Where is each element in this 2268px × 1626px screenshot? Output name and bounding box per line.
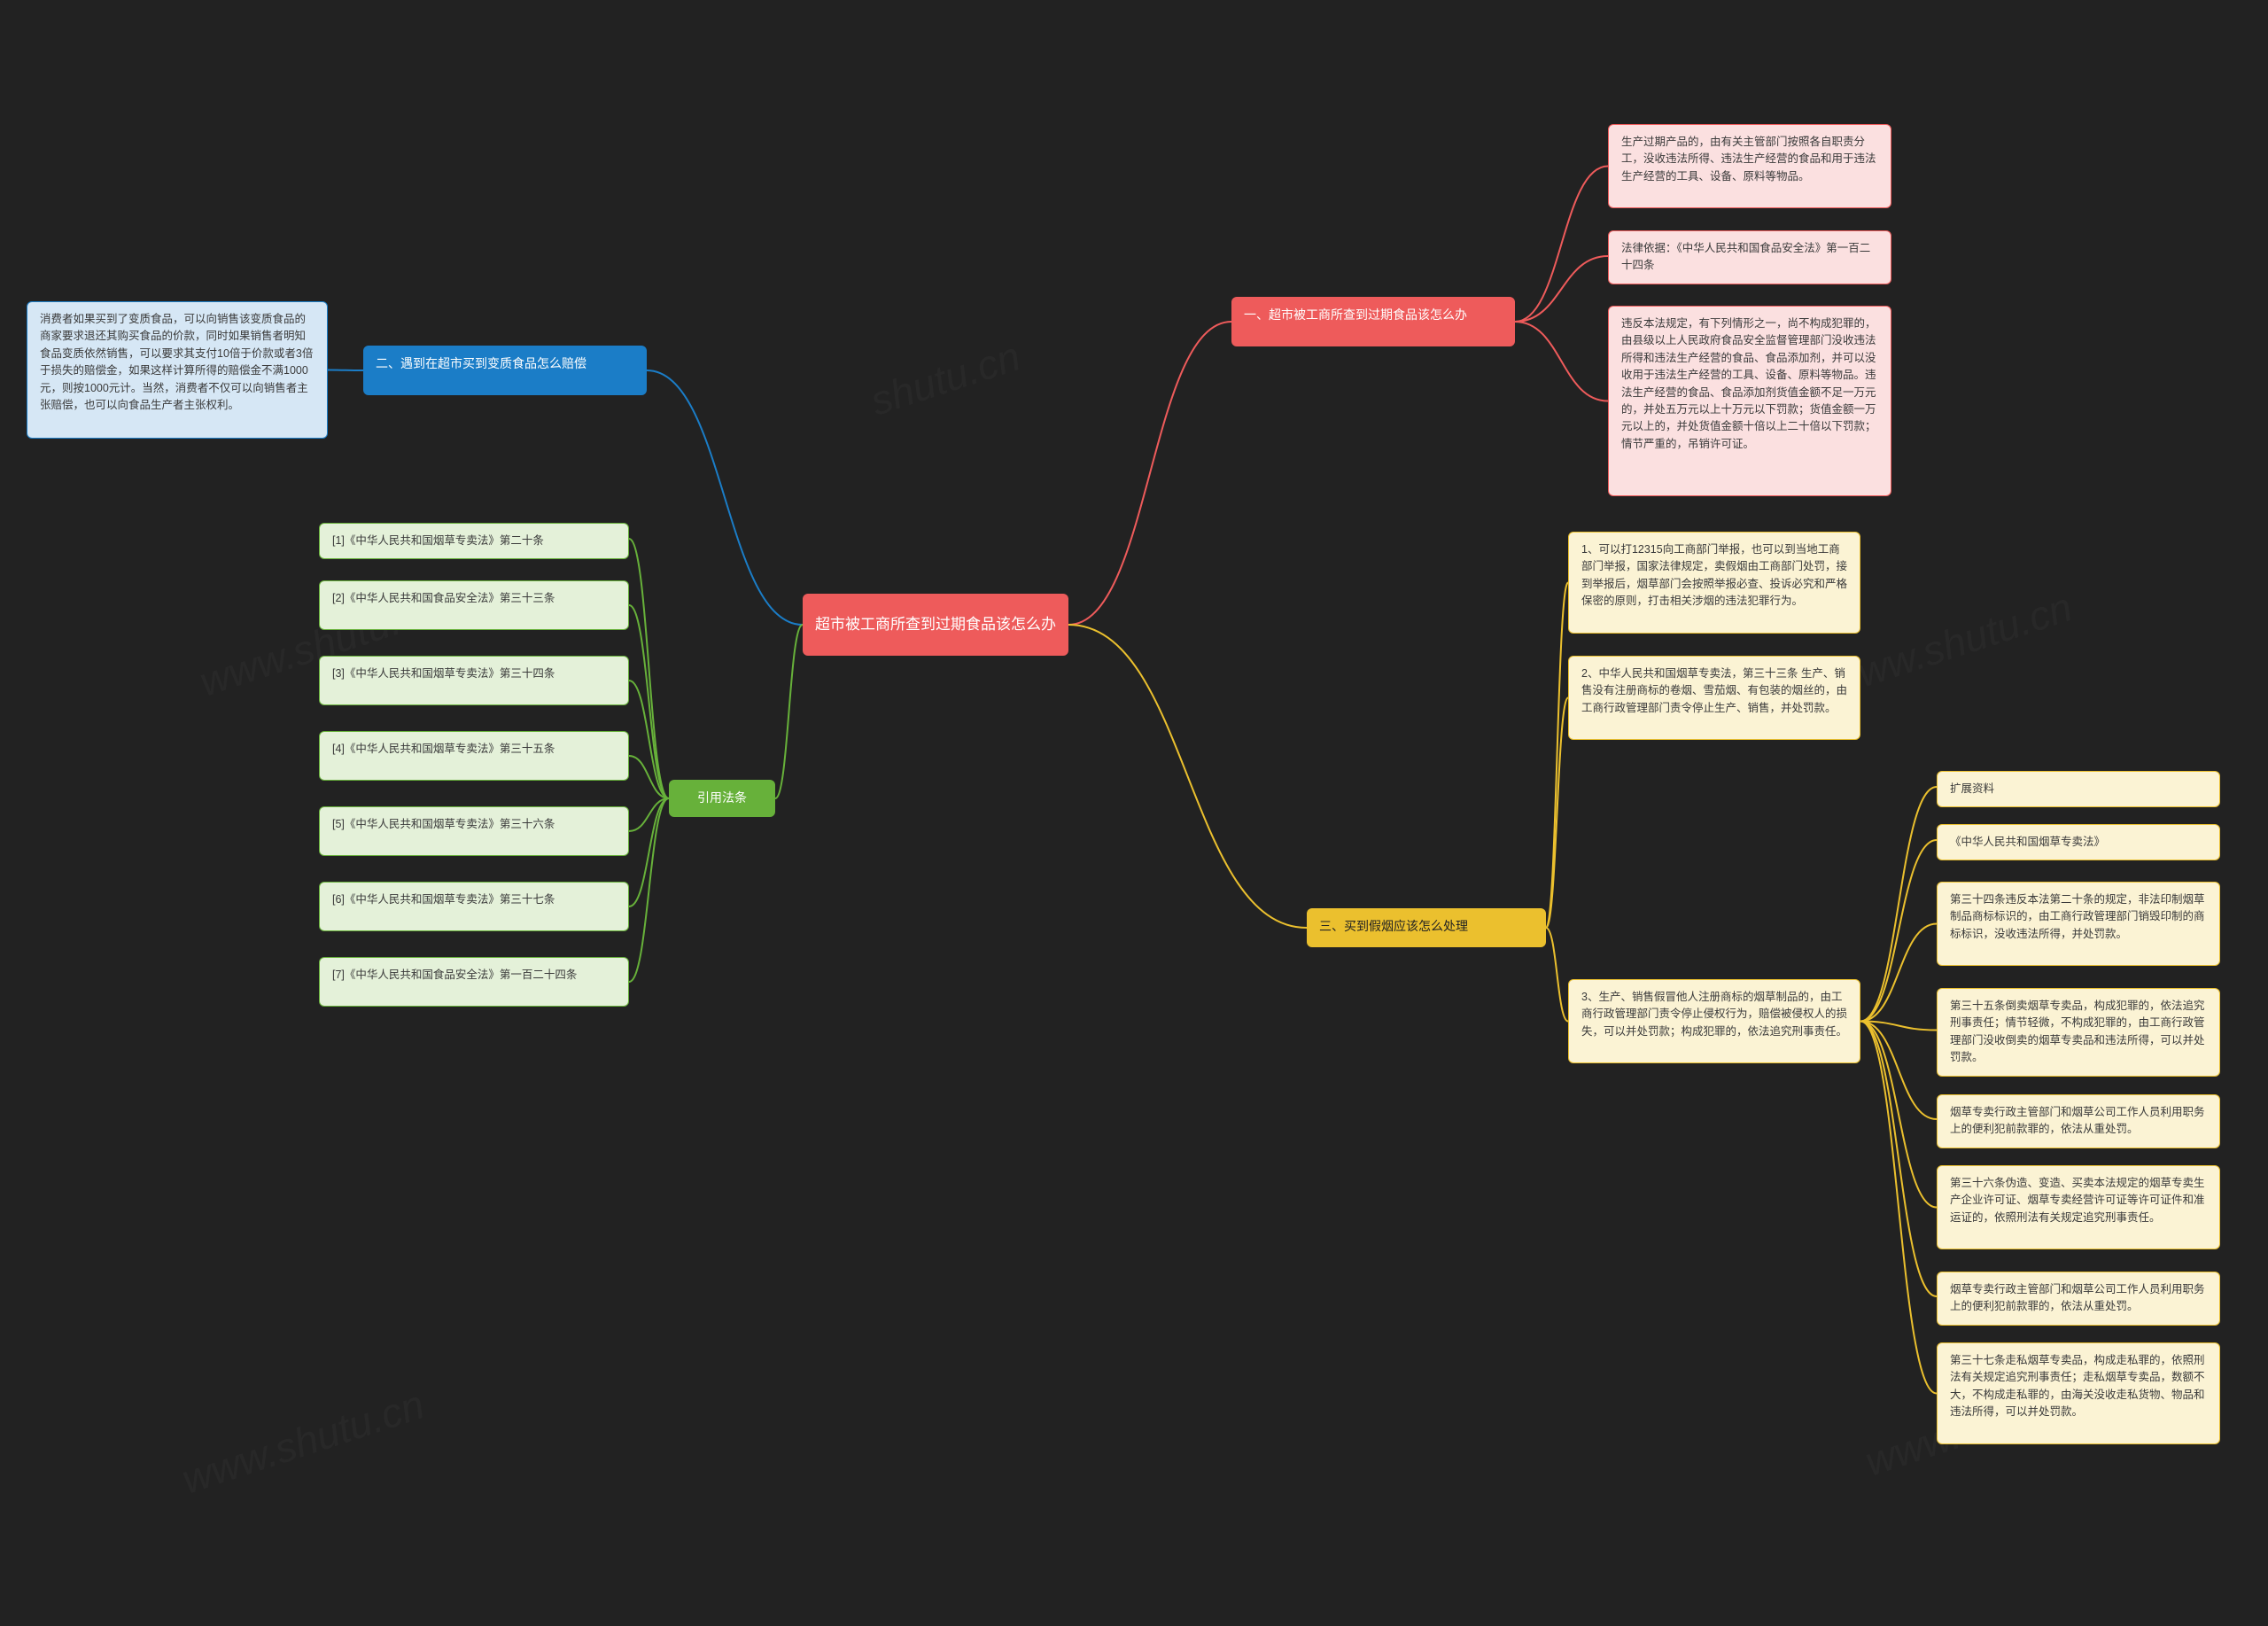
branch-4-subleaf[interactable]: 烟草专卖行政主管部门和烟草公司工作人员利用职务上的便利犯前款罪的，依法从重处罚。: [1937, 1272, 2220, 1326]
branch-2[interactable]: 二、遇到在超市买到变质食品怎么赔偿: [363, 346, 647, 395]
watermark: www.shutu.cn: [176, 1380, 431, 1503]
branch-3-leaf[interactable]: [7]《中华人民共和国食品安全法》第一百二十四条: [319, 957, 629, 1007]
branch-1-leaf[interactable]: 违反本法规定，有下列情形之一，尚不构成犯罪的，由县级以上人民政府食品安全监督管理…: [1608, 306, 1891, 496]
branch-4-subleaf[interactable]: 《中华人民共和国烟草专卖法》: [1937, 824, 2220, 860]
branch-3-leaf[interactable]: [1]《中华人民共和国烟草专卖法》第二十条: [319, 523, 629, 559]
branch-4-subleaf[interactable]: 扩展资料: [1937, 771, 2220, 807]
branch-3[interactable]: 引用法条: [669, 780, 775, 817]
branch-3-leaf[interactable]: [2]《中华人民共和国食品安全法》第三十三条: [319, 580, 629, 630]
branch-3-leaf[interactable]: [4]《中华人民共和国烟草专卖法》第三十五条: [319, 731, 629, 781]
root-node[interactable]: 超市被工商所查到过期食品该怎么办: [803, 594, 1068, 656]
branch-3-leaf[interactable]: [6]《中华人民共和国烟草专卖法》第三十七条: [319, 882, 629, 931]
branch-3-leaf[interactable]: [5]《中华人民共和国烟草专卖法》第三十六条: [319, 806, 629, 856]
branch-3-leaf[interactable]: [3]《中华人民共和国烟草专卖法》第三十四条: [319, 656, 629, 705]
watermark: www.shutu.cn: [1824, 582, 2078, 705]
branch-4-leaf[interactable]: 3、生产、销售假冒他人注册商标的烟草制品的，由工商行政管理部门责令停止侵权行为，…: [1568, 979, 1860, 1063]
branch-1-leaf[interactable]: 法律依据：《中华人民共和国食品安全法》第一百二十四条: [1608, 230, 1891, 284]
branch-2-leaf[interactable]: 消费者如果买到了变质食品，可以向销售该变质食品的商家要求退还其购买食品的价款，同…: [27, 301, 328, 439]
branch-4-subleaf[interactable]: 第三十七条走私烟草专卖品，构成走私罪的，依照刑法有关规定追究刑事责任；走私烟草专…: [1937, 1342, 2220, 1444]
branch-4[interactable]: 三、买到假烟应该怎么处理: [1307, 908, 1546, 947]
mindmap-canvas: www.shutu.cnshutu.cnwww.shutu.cnwww.shut…: [0, 0, 2268, 1626]
watermark: shutu.cn: [865, 331, 1026, 424]
branch-4-leaf[interactable]: 2、中华人民共和国烟草专卖法，第三十三条 生产、销售没有注册商标的卷烟、雪茄烟、…: [1568, 656, 1860, 740]
branch-4-subleaf[interactable]: 第三十四条违反本法第二十条的规定，非法印制烟草制品商标标识的，由工商行政管理部门…: [1937, 882, 2220, 966]
branch-4-subleaf[interactable]: 第三十六条伪造、变造、买卖本法规定的烟草专卖生产企业许可证、烟草专卖经营许可证等…: [1937, 1165, 2220, 1249]
branch-4-leaf[interactable]: 1、可以打12315向工商部门举报，也可以到当地工商部门举报，国家法律规定，卖假…: [1568, 532, 1860, 634]
branch-1-leaf[interactable]: 生产过期产品的，由有关主管部门按照各自职责分工，没收违法所得、违法生产经营的食品…: [1608, 124, 1891, 208]
branch-1[interactable]: 一、超市被工商所查到过期食品该怎么办: [1231, 297, 1515, 346]
branch-4-subleaf[interactable]: 第三十五条倒卖烟草专卖品，构成犯罪的，依法追究刑事责任；情节轻微，不构成犯罪的，…: [1937, 988, 2220, 1077]
branch-4-subleaf[interactable]: 烟草专卖行政主管部门和烟草公司工作人员利用职务上的便利犯前款罪的，依法从重处罚。: [1937, 1094, 2220, 1148]
